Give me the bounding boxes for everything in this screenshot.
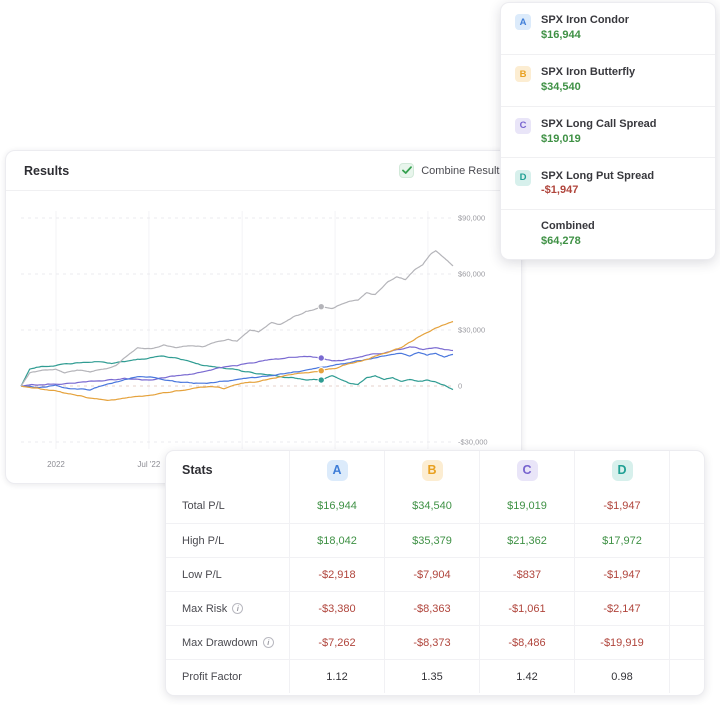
stats-panel: Stats A B C D Total P/L $16,944 $34,540 $19,01… xyxy=(165,450,705,696)
stat-value: -$1,061 xyxy=(480,592,575,625)
row-label: High P/L xyxy=(166,524,290,557)
stats-row-profit-factor: Profit Factor 1.12 1.35 1.42 0.98 xyxy=(166,659,704,693)
strategy-badge-a: A xyxy=(515,14,531,31)
stat-value: $16,944 xyxy=(290,489,385,523)
stats-header-row: Stats A B C D xyxy=(166,451,704,489)
legend-item-c[interactable]: C SPX Long Call Spread $19,019 xyxy=(501,105,715,158)
stats-row-high-p-l: High P/L $18,042 $35,379 $21,362 $17,972 xyxy=(166,523,704,557)
series-line-spx-long-put-spread[interactable] xyxy=(20,355,454,391)
stat-value: -$8,373 xyxy=(385,626,480,659)
stat-value: -$837 xyxy=(480,558,575,591)
stat-value: -$3,380 xyxy=(290,592,385,625)
y-axis-label: -$30,000 xyxy=(458,438,488,447)
legend-item-b[interactable]: B SPX Iron Butterfly $34,540 xyxy=(501,53,715,106)
strategy-pl-value: -$1,947 xyxy=(541,184,579,197)
stat-value: $34,540 xyxy=(385,489,480,523)
results-title: Results xyxy=(24,163,70,178)
data-point-marker[interactable] xyxy=(317,376,325,384)
strategy-name: SPX Iron Butterfly xyxy=(541,66,636,79)
legend-item-combined[interactable]: Combined $64,278 xyxy=(501,209,715,259)
row-label: Profit Factor xyxy=(166,660,290,693)
series-line-spx-iron-condor[interactable] xyxy=(20,351,454,391)
combine-results-label: Combine Results xyxy=(421,164,505,177)
series-line-combined[interactable] xyxy=(20,250,454,387)
stats-row-max-risk: Max Risk i -$3,380 -$8,363 -$1,061 -$2,147 xyxy=(166,591,704,625)
strategy-name: SPX Long Put Spread xyxy=(541,169,655,182)
stats-header-cell: Stats xyxy=(166,451,290,489)
stats-row-max-drawdown: Max Drawdown i -$7,262 -$8,373 -$8,486 -$19,9… xyxy=(166,625,704,659)
stat-value: -$2,918 xyxy=(290,558,385,591)
strategy-legend-panel: A SPX Iron Condor $16,944 B SPX Iron Butterf… xyxy=(500,2,716,260)
stat-value: -$1,947 xyxy=(575,558,670,591)
legend-item-d[interactable]: D SPX Long Put Spread -$1,947 xyxy=(501,157,715,209)
stat-value: -$2,147 xyxy=(575,592,670,625)
stats-title: Stats xyxy=(182,463,213,477)
column-badge-d: D xyxy=(611,459,633,481)
info-icon[interactable]: i xyxy=(262,637,274,648)
y-axis-label: $60,000 xyxy=(458,270,485,279)
stat-value: -$1,947 xyxy=(575,489,670,523)
strategy-pl-value: $16,944 xyxy=(541,29,581,42)
data-point-marker[interactable] xyxy=(317,354,325,362)
x-axis-label: 2022 xyxy=(47,460,65,469)
data-point-marker[interactable] xyxy=(317,366,325,375)
stat-value: -$7,262 xyxy=(290,626,385,659)
y-axis-label: $30,000 xyxy=(458,326,485,335)
column-badge-a: A xyxy=(326,459,348,481)
stat-value: $35,379 xyxy=(385,524,480,557)
y-axis-label: 0 xyxy=(458,382,462,391)
row-label: Total P/L xyxy=(166,489,290,523)
strategy-pl-value: $34,540 xyxy=(541,80,581,93)
strategy-badge-d: D xyxy=(515,169,531,186)
data-point-marker[interactable] xyxy=(317,302,325,311)
stat-value: 1.35 xyxy=(385,660,480,693)
column-header-a: A xyxy=(290,451,385,489)
stat-value: 1.12 xyxy=(290,660,385,693)
combined-value: $64,278 xyxy=(541,235,581,248)
stats-row-total-p-l: Total P/L $16,944 $34,540 $19,019 -$1,947 xyxy=(166,489,704,523)
stat-value: $19,019 xyxy=(480,489,575,523)
checkmark-icon[interactable] xyxy=(399,163,415,178)
row-label: Max Risk i xyxy=(166,592,290,625)
combined-label: Combined xyxy=(541,220,595,233)
column-header-c: C xyxy=(480,451,575,489)
legend-item-a[interactable]: A SPX Iron Condor $16,944 xyxy=(501,3,715,54)
stat-value: -$8,363 xyxy=(385,592,480,625)
x-axis-label: Jul '22 xyxy=(137,460,160,469)
stat-value: $21,362 xyxy=(480,524,575,557)
strategy-name: SPX Iron Condor xyxy=(541,14,629,27)
series-line-spx-iron-butterfly[interactable] xyxy=(20,320,454,401)
stat-value: $18,042 xyxy=(290,524,385,557)
stat-value: 0.98 xyxy=(575,660,670,693)
strategy-badge-c: C xyxy=(515,117,531,134)
row-label: Max Drawdown i xyxy=(166,626,290,659)
stat-value: $17,972 xyxy=(575,524,670,557)
stat-value: 1.42 xyxy=(480,660,575,693)
strategy-pl-value: $19,019 xyxy=(541,132,581,145)
strategy-name: SPX Long Call Spread xyxy=(541,117,657,130)
row-label: Low P/L xyxy=(166,558,290,591)
column-badge-b: B xyxy=(421,459,443,481)
stat-value: -$8,486 xyxy=(480,626,575,659)
results-header: Results Combine Results xyxy=(6,151,521,191)
strategy-badge-b: B xyxy=(515,66,531,83)
y-axis-label: $90,000 xyxy=(458,214,485,223)
stat-value: -$19,919 xyxy=(575,626,670,659)
stats-row-low-p-l: Low P/L -$2,918 -$7,904 -$837 -$1,947 xyxy=(166,557,704,591)
pl-line-chart[interactable]: 2022 Jul '22 $90,000 $60,000 $30,000 0 -$30,00… xyxy=(6,191,523,483)
column-header-b: B xyxy=(385,451,480,489)
results-panel: Results Combine Results 2022 Jul '22 $90,0… xyxy=(5,150,522,484)
combine-results-toggle[interactable]: Combine Results xyxy=(399,163,505,178)
column-badge-c: C xyxy=(516,459,538,481)
info-icon[interactable]: i xyxy=(232,603,244,614)
column-header-d: D xyxy=(575,451,670,489)
stat-value: -$7,904 xyxy=(385,558,480,591)
